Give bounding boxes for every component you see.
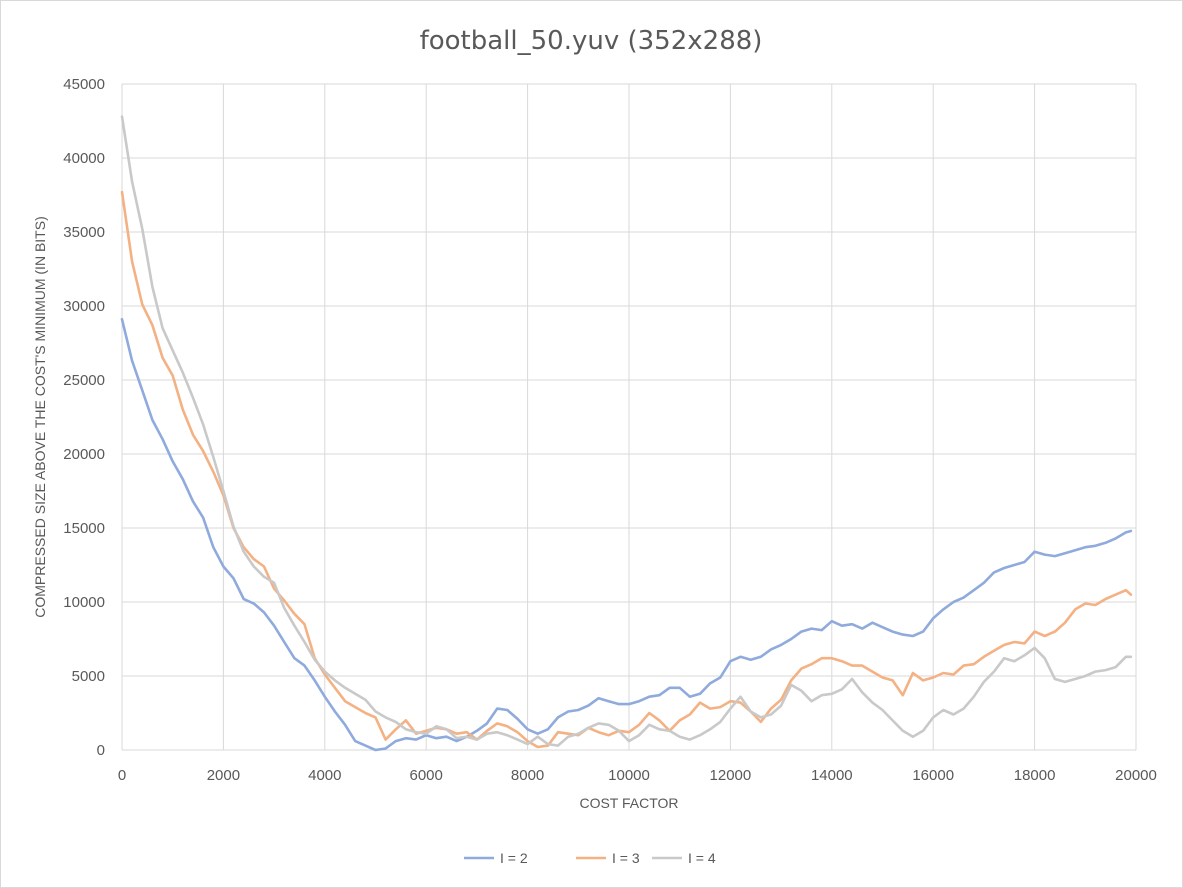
legend-label: I = 2 <box>500 850 528 866</box>
x-axis-ticks: 0 2000 4000 6000 8000 10000 12000 14000 16000 180… <box>118 767 1157 784</box>
x-tick-label: 14000 <box>811 767 853 784</box>
x-tick-label: 8000 <box>511 767 544 784</box>
x-axis-label: COST FACTOR <box>579 795 678 811</box>
y-tick-label: 45000 <box>63 76 105 93</box>
y-tick-label: 20000 <box>63 446 105 463</box>
series-lines <box>120 115 1133 752</box>
x-tick-label: 18000 <box>1014 767 1056 784</box>
x-tick-label: 10000 <box>608 767 650 784</box>
y-tick-label: 35000 <box>63 224 105 241</box>
chart-title: football_50.yuv (352x288) <box>420 26 763 56</box>
x-tick-label: 20000 <box>1115 767 1157 784</box>
y-tick-label: 30000 <box>63 298 105 315</box>
x-tick-label: 6000 <box>410 767 443 784</box>
legend-label: I = 4 <box>688 850 716 866</box>
y-tick-label: 0 <box>97 742 105 759</box>
y-axis-ticks: 0 5000 10000 15000 20000 25000 30000 35000 40000… <box>63 76 105 759</box>
y-tick-label: 25000 <box>63 372 105 389</box>
series-line-2 <box>120 318 1133 752</box>
y-tick-label: 5000 <box>72 668 105 685</box>
x-tick-label: 12000 <box>710 767 752 784</box>
y-tick-label: 15000 <box>63 520 105 537</box>
grid-lines <box>121 83 1137 751</box>
y-tick-label: 40000 <box>63 150 105 167</box>
y-tick-label: 10000 <box>63 594 105 611</box>
x-tick-label: 16000 <box>912 767 954 784</box>
y-axis-label: COMPRESSED SIZE ABOVE THE COST'S MINIMUM… <box>32 216 48 617</box>
x-tick-label: 0 <box>118 767 126 784</box>
x-tick-label: 4000 <box>308 767 341 784</box>
x-tick-label: 2000 <box>207 767 240 784</box>
series-line-4 <box>120 115 1133 747</box>
legend-label: I = 3 <box>612 850 640 866</box>
series-line-3 <box>120 190 1133 749</box>
legend: I = 2 I = 3 I = 4 <box>464 850 716 866</box>
